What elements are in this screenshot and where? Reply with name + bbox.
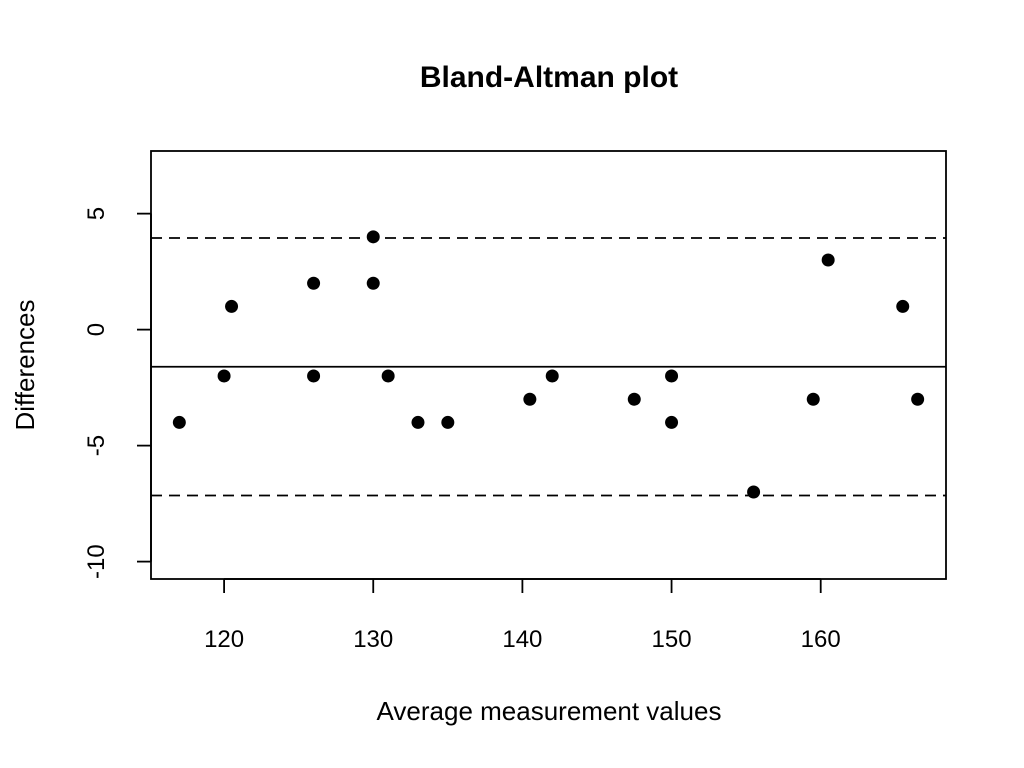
data-point: [896, 299, 910, 313]
y-tick-label: 0: [83, 323, 110, 336]
x-tick-label: 130: [353, 626, 393, 653]
plot-frame: [150, 150, 947, 580]
data-point: [665, 415, 679, 429]
y-tick-label: -5: [83, 435, 110, 456]
data-point: [441, 415, 455, 429]
y-tick-label: -10: [83, 544, 110, 579]
x-axis: 120 130 140 150 160: [204, 578, 841, 653]
data-point: [172, 415, 186, 429]
data-point: [747, 485, 761, 499]
x-tick-label: 140: [502, 626, 542, 653]
chart-title: Bland-Altman plot: [420, 61, 678, 94]
data-points: [172, 230, 925, 499]
data-point: [821, 253, 835, 267]
data-point: [225, 299, 239, 313]
reference-lines: [151, 237, 946, 497]
data-point: [411, 415, 425, 429]
data-point: [307, 276, 321, 290]
y-axis: -10 -5 0 5: [83, 207, 152, 579]
data-point: [911, 392, 925, 406]
x-tick-label: 160: [801, 626, 841, 653]
data-point: [523, 392, 537, 406]
x-tick-label: 120: [204, 626, 244, 653]
data-point: [366, 276, 380, 290]
data-point: [545, 369, 559, 383]
y-axis-label: Differences: [10, 299, 40, 430]
y-tick-label: 5: [83, 207, 110, 220]
data-point: [217, 369, 231, 383]
data-point: [806, 392, 820, 406]
x-tick-label: 150: [652, 626, 692, 653]
data-point: [627, 392, 641, 406]
data-point: [307, 369, 321, 383]
data-point: [366, 230, 380, 244]
x-axis-label: Average measurement values: [377, 696, 722, 726]
data-point: [665, 369, 679, 383]
data-point: [381, 369, 395, 383]
